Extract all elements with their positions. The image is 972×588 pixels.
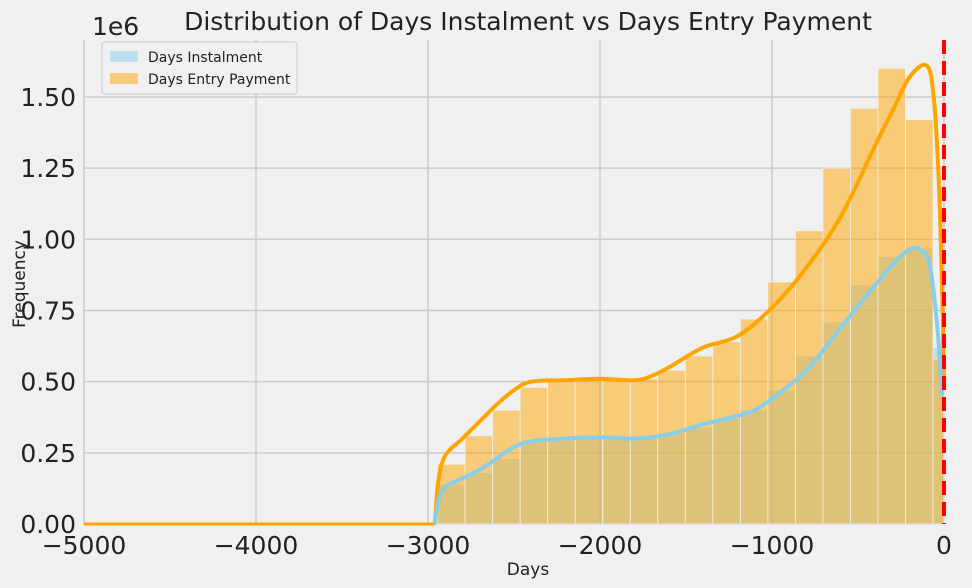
kde-curves xyxy=(84,62,946,526)
y-tick-label-2: 0.50 xyxy=(20,368,76,397)
y-tick-label-4: 1.00 xyxy=(20,225,76,254)
legend-label-instalment: Days Instalment xyxy=(148,50,263,66)
y-axis-ticks: 0.00 0.25 0.50 0.75 1.00 1.25 1.50 xyxy=(20,83,76,539)
bar-entry-payment-9 xyxy=(684,355,714,525)
legend: Days Instalment Days Entry Payment xyxy=(101,41,298,95)
legend-swatch-instalment xyxy=(110,51,138,62)
y-tick-label-6: 1.50 xyxy=(20,83,76,112)
legend-swatch-entry-payment xyxy=(110,73,138,84)
bar-entry-payment-16 xyxy=(877,68,906,525)
y-tick-label-5: 1.25 xyxy=(20,154,76,183)
kde-line-instalment xyxy=(432,245,945,525)
x-tick-label-4: −1000 xyxy=(730,531,815,560)
bar-entry-payment-3 xyxy=(519,386,549,525)
bar-entry-payment-6 xyxy=(602,378,631,525)
y-offset-label: 1e6 xyxy=(92,12,139,41)
bar-entry-payment-15 xyxy=(850,107,879,525)
x-tick-label-5: 0 xyxy=(936,531,952,560)
y-tick-label-1: 0.25 xyxy=(20,439,76,468)
y-axis-label: Frequency xyxy=(10,240,30,328)
kde-line-entry-payment xyxy=(432,62,946,525)
bar-entry-payment-2 xyxy=(492,409,521,525)
legend-box xyxy=(101,41,298,95)
bar-entry-payment-17 xyxy=(905,119,934,525)
x-tick-label-1: −4000 xyxy=(214,531,299,560)
x-tick-label-0: −5000 xyxy=(42,531,127,560)
y-tick-label-3: 0.75 xyxy=(20,296,76,325)
bar-entry-payment-11 xyxy=(739,318,769,525)
bar-entry-payment-1 xyxy=(464,435,494,525)
y-tick-label-0: 0.00 xyxy=(20,510,76,539)
bar-entry-payment-10 xyxy=(712,341,741,525)
bar-entry-payment-7 xyxy=(629,378,659,525)
x-axis-ticks: −5000 −4000 −3000 −2000 −1000 0 xyxy=(42,531,952,560)
bar-entry-payment-4 xyxy=(547,381,576,525)
bar-entry-payment-8 xyxy=(657,369,686,525)
legend-label-entry-payment: Days Entry Payment xyxy=(148,72,291,88)
chart-title: Distribution of Days Instalment vs Days … xyxy=(184,7,872,36)
x-axis-label: Days xyxy=(507,560,550,580)
bar-entry-payment-5 xyxy=(574,378,604,525)
x-tick-label-3: −2000 xyxy=(558,531,643,560)
histogram-bars xyxy=(437,68,945,525)
bar-entry-payment-12 xyxy=(767,281,796,525)
x-tick-label-2: −3000 xyxy=(386,531,471,560)
